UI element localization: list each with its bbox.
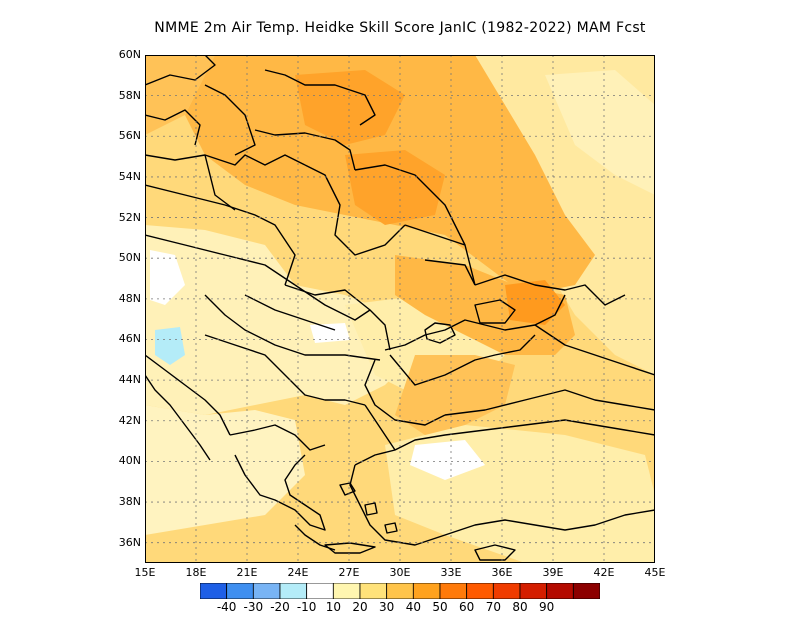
lon-tick-label: 30E xyxy=(389,566,411,579)
lon-tick-label: 42E xyxy=(593,566,615,579)
colorbar-swatch xyxy=(439,583,468,599)
colorbar-label: -20 xyxy=(270,600,290,614)
lon-tick-label: 21E xyxy=(236,566,258,579)
colorbar-swatch xyxy=(252,583,281,599)
coastlines-and-borders xyxy=(145,55,655,561)
lon-tick-label: 24E xyxy=(287,566,309,579)
skill-region-high-center xyxy=(345,150,445,225)
colorbar-label: 10 xyxy=(325,600,341,614)
colorbar-label: -40 xyxy=(216,600,237,614)
lon-tick-label: 18E xyxy=(185,566,207,579)
colorbar-swatch xyxy=(226,583,254,599)
colorbar-swatch xyxy=(519,583,548,599)
skill-region-low-south xyxy=(145,405,305,535)
skill-score-map xyxy=(145,55,655,563)
skill-region-mid-blacksea xyxy=(395,355,515,435)
lat-tick-label: 40N xyxy=(118,454,141,468)
lat-tick-label: 56N xyxy=(118,129,141,143)
skill-region-low-west xyxy=(145,225,415,415)
colorbar xyxy=(200,583,600,599)
lon-tick-label: 33E xyxy=(440,566,462,579)
skill-region-zero-ukraine xyxy=(310,323,350,343)
colorbar-swatch xyxy=(412,583,441,599)
colorbar-swatch xyxy=(279,583,308,599)
lat-tick-label: 36N xyxy=(118,535,141,549)
lon-tick-label: 39E xyxy=(542,566,564,579)
colorbar-swatch xyxy=(306,583,334,599)
lat-tick-label: 58N xyxy=(118,88,141,102)
skill-region-zero-aegean xyxy=(410,440,485,480)
lat-tick-label: 44N xyxy=(118,373,141,387)
lat-tick-label: 60N xyxy=(118,48,141,61)
lat-tick-label: 48N xyxy=(118,291,141,305)
skill-region-high-east xyxy=(505,280,565,325)
skill-region-negative-west xyxy=(155,327,185,365)
colorbar-swatch xyxy=(359,583,388,599)
lat-tick-label: 42N xyxy=(118,413,141,427)
chart-title: NMME 2m Air Temp. Heidke Skill Score Jan… xyxy=(154,20,646,36)
colorbar-label: -30 xyxy=(243,600,264,614)
skill-region-mid-northwest xyxy=(145,55,215,135)
colorbar-swatch xyxy=(386,583,414,599)
colorbar-label: 30 xyxy=(379,600,395,614)
lat-tick-label: 46N xyxy=(118,332,141,346)
lon-tick-label: 27E xyxy=(338,566,360,579)
colorbar-label: -10 xyxy=(296,600,317,614)
map-gridlines xyxy=(145,55,655,563)
lat-tick-label: 50N xyxy=(118,251,141,265)
colorbar-swatch xyxy=(492,583,521,599)
lat-tick-label: 52N xyxy=(118,210,141,224)
colorbar-label: 50 xyxy=(432,600,448,614)
colorbar-label: 80 xyxy=(512,600,528,614)
lon-tick-label: 15E xyxy=(134,566,156,579)
colorbar-swatch xyxy=(572,583,600,599)
skill-region-zero-west xyxy=(150,250,185,305)
lat-tick-label: 38N xyxy=(118,495,141,509)
skill-region-low-northeast xyxy=(545,70,655,195)
lon-tick-label: 36E xyxy=(491,566,513,579)
map-border xyxy=(145,55,655,563)
colorbar-label: 60 xyxy=(459,600,475,614)
colorbar-label: 90 xyxy=(539,600,555,614)
lon-tick-label: 45E xyxy=(644,566,666,579)
colorbar-label: 20 xyxy=(352,600,368,614)
skill-region-high-north xyxy=(295,70,405,145)
colorbar-swatch xyxy=(546,583,574,599)
colorbar-label: 70 xyxy=(485,600,501,614)
colorbar-swatch xyxy=(332,583,361,599)
colorbar-swatch xyxy=(200,583,228,599)
skill-region-mid-ukraine xyxy=(395,255,575,355)
lat-tick-label: 54N xyxy=(118,169,141,183)
colorbar-swatch xyxy=(466,583,494,599)
colorbar-label: 40 xyxy=(405,600,421,614)
